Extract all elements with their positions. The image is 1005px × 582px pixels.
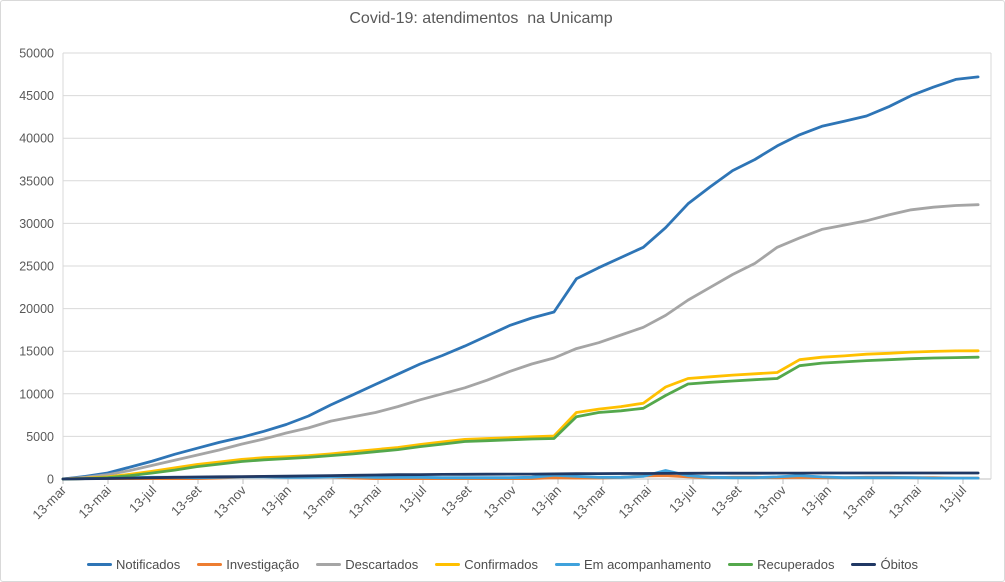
x-tick-label: 13-jan xyxy=(528,483,564,519)
x-tick-label: 13-set xyxy=(168,482,204,518)
legend-swatch-descartados xyxy=(316,563,342,566)
y-tick-label: 25000 xyxy=(19,260,54,274)
legend-swatch-notificados xyxy=(86,563,112,566)
chart-title: Covid-19: atendimentos na Unicamp xyxy=(349,10,613,27)
x-tick-label: 13-mar xyxy=(569,482,609,522)
series-line-confirmados xyxy=(61,349,980,481)
legend-label-confirmados: Confirmados xyxy=(464,557,538,572)
x-tick-label: 13-mar xyxy=(299,482,339,522)
legend-item-descartados: Descartados xyxy=(316,557,418,572)
x-tick-label: 13-jan xyxy=(258,483,294,519)
legend-label-notificados: Notificados xyxy=(115,557,181,572)
x-tick-label: 13-jul xyxy=(126,482,159,515)
legend-item-notificados: Notificados xyxy=(86,557,181,572)
series-line-descartados xyxy=(61,203,980,481)
x-tick-label: 13-jan xyxy=(798,483,834,519)
x-tick-label: 13-mar xyxy=(29,482,69,522)
x-tick-label: 13-set xyxy=(708,482,744,518)
y-tick-label: 5000 xyxy=(26,430,54,444)
x-tick-label: 13-nov xyxy=(750,482,789,521)
legend-item-confirmados: Confirmados xyxy=(435,557,538,572)
y-tick-label: 20000 xyxy=(19,302,54,316)
legend-item-em-acompanhamento: Em acompanhamento xyxy=(554,557,712,572)
x-tick-label: 13-nov xyxy=(210,482,249,521)
legend-swatch-recuperados xyxy=(728,563,754,566)
x-tick-label: 13-mar xyxy=(839,482,879,522)
legend-label-recuperados: Recuperados xyxy=(757,557,835,572)
x-tick-label: 13-nov xyxy=(480,482,519,521)
legend-label-em-acompanhamento: Em acompanhamento xyxy=(583,557,712,572)
x-tick-label: 13-mai xyxy=(615,482,654,521)
x-tick-label: 13-mai xyxy=(345,482,384,521)
series-line-notificados xyxy=(61,75,980,481)
y-tick-label: 35000 xyxy=(19,174,54,188)
legend-label-investigacao: Investigação xyxy=(226,557,300,572)
legend-item-investigacao: Investigação xyxy=(197,557,299,572)
legend-swatch-confirmados xyxy=(435,563,461,566)
x-tick-label: 13-jul xyxy=(666,482,699,515)
series-line-recuperados xyxy=(61,355,980,481)
legend: Notificados Investigação Descartados Confir… xyxy=(1,557,1004,572)
x-tick-label: 13-mai xyxy=(885,482,924,521)
y-tick-label: 10000 xyxy=(19,387,54,401)
y-tick-label: 40000 xyxy=(19,132,54,146)
legend-swatch-em-acompanhamento xyxy=(554,563,580,566)
x-tick-label: 13-mai xyxy=(75,482,114,521)
legend-label-descartados: Descartados xyxy=(345,557,419,572)
y-tick-label: 15000 xyxy=(19,345,54,359)
legend-item-recuperados: Recuperados xyxy=(728,557,834,572)
legend-label-obitos: Óbitos xyxy=(880,557,919,572)
legend-swatch-obitos xyxy=(851,563,877,566)
y-tick-label: 45000 xyxy=(19,89,54,103)
series-line-obitos xyxy=(61,471,980,481)
x-tick-label: 13-jul xyxy=(396,482,429,515)
y-tick-label: 0 xyxy=(47,473,54,487)
y-tick-label: 50000 xyxy=(19,47,54,61)
legend-item-obitos: Óbitos xyxy=(851,557,918,572)
y-tick-label: 30000 xyxy=(19,217,54,231)
x-tick-label: 13-set xyxy=(438,482,474,518)
x-tick-label: 13-jul xyxy=(936,482,969,515)
legend-swatch-investigacao xyxy=(197,563,223,566)
